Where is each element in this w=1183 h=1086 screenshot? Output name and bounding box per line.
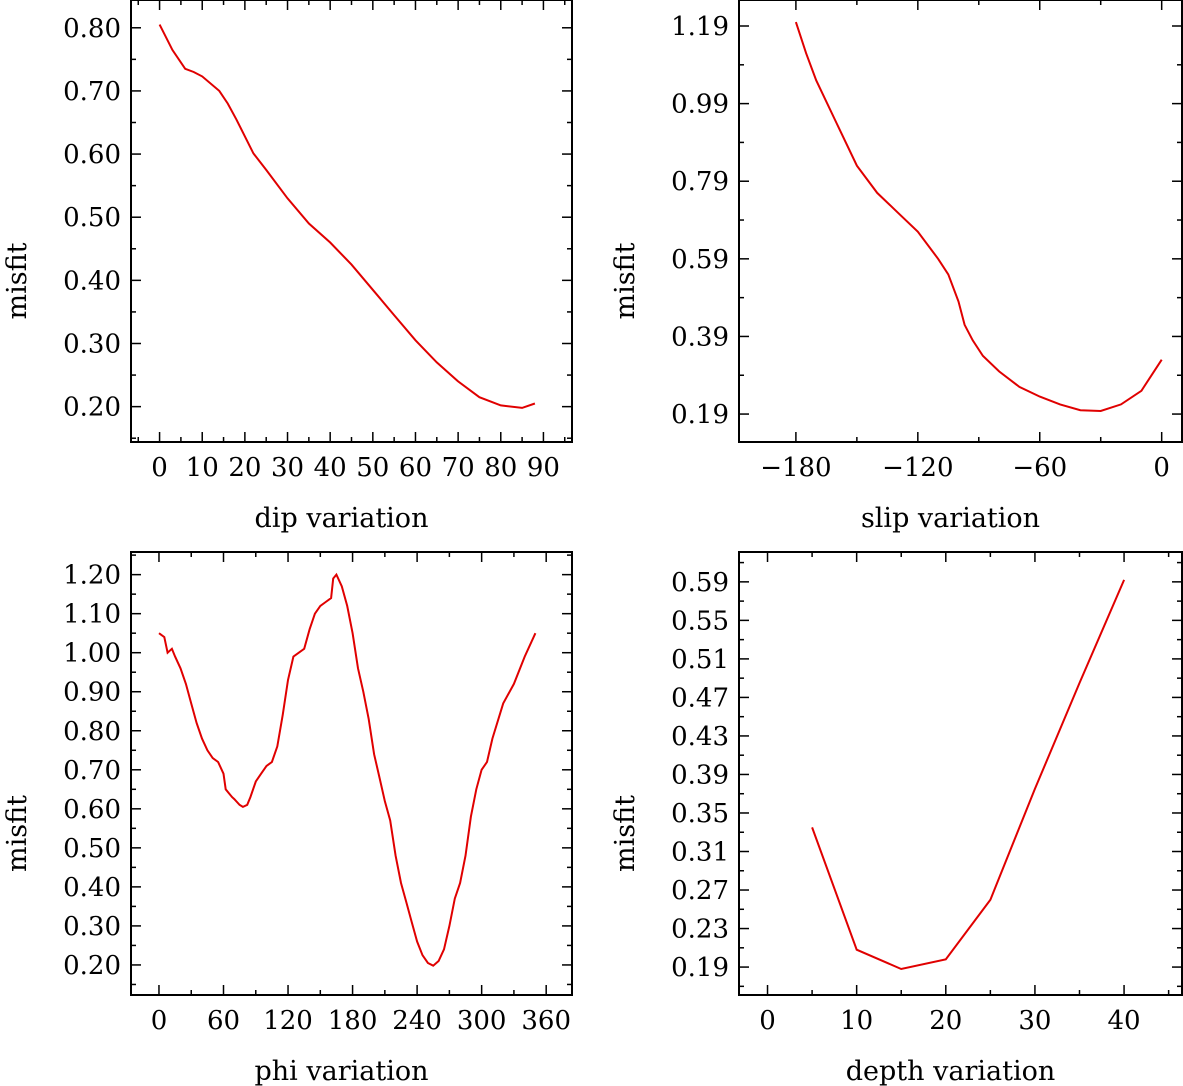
y-tick-label: 0.99 [671,90,729,120]
x-tick-label: 60 [207,1006,240,1036]
x-tick-label: 90 [527,453,560,483]
y-tick-label: 0.47 [671,683,729,713]
y-tick-label: 0.60 [63,795,121,825]
x-tick-label: 0 [1153,453,1170,483]
series-line [794,21,1163,413]
x-tick-label: 240 [392,1006,442,1036]
x-tick-label: 20 [228,453,261,483]
y-tick-label: 0.27 [671,876,729,906]
x-tick-label: 30 [1018,1006,1051,1036]
y-tick-label: 0.35 [671,799,729,829]
plot-frame [738,551,1183,996]
x-tick-label: 20 [929,1006,962,1036]
y-tick-label: 0.39 [671,322,729,352]
y-tick-label: 0.30 [63,329,121,359]
x-tick-label: 60 [399,453,432,483]
y-tick-label: 0.19 [671,400,729,430]
chart-panel-phi: 0 60 120 180 240 300 360 0.20 0.30 0.40 0.50 0.60 0.… [2,551,573,1086]
y-tick-label: 0.50 [63,203,121,233]
y-tick-label: 1.10 [63,600,121,630]
x-tick-label: −60 [1012,453,1067,483]
x-tick-label: 0 [151,1006,168,1036]
y-axis-label: misfit [2,242,33,319]
x-tick-label: −180 [760,453,831,483]
x-tick-label: −120 [882,453,953,483]
y-tick-label: 0.60 [63,140,121,170]
y-tick-label: 0.19 [671,953,729,983]
x-axis-label: slip variation [861,503,1040,534]
x-tick-label: 80 [484,453,517,483]
y-tick-label: 0.30 [63,912,121,942]
chart-panel-depth: 0 10 20 30 40 0.19 0.23 0.27 0.31 0.35 0.39 0.43 0.4… [610,551,1183,1086]
y-tick-label: 0.80 [63,14,121,44]
x-axis-label: phi variation [254,1056,428,1086]
y-tick-label: 0.43 [671,722,729,752]
y-tick-label: 0.20 [63,951,121,981]
y-tick-label: 0.51 [671,645,729,675]
y-axis-label: misfit [610,242,641,319]
y-tick-label: 1.00 [63,639,121,669]
plot-frame [738,0,1183,443]
x-tick-label: 10 [186,453,219,483]
y-tick-label: 0.55 [671,606,729,636]
y-tick-label: 1.20 [63,561,121,591]
x-tick-label: 0 [151,453,168,483]
y-tick-label: 0.40 [63,873,121,903]
y-tick-label: 0.31 [671,838,729,868]
chart-panel-slip: −180 −120 −60 0 0.19 0.39 0.59 0.79 0.99 1.19 slip… [610,0,1183,534]
y-tick-label: 0.39 [671,760,729,790]
chart-panel-dip: 0 10 20 30 40 50 60 70 80 90 0.20 0.30 0.40 0.50 0.60 0… [2,0,573,534]
y-axis-label: misfit [610,795,641,872]
y-tick-label: 0.23 [671,915,729,945]
y-tick-label: 0.70 [63,756,121,786]
x-tick-label: 10 [840,1006,873,1036]
x-tick-label: 40 [1108,1006,1141,1036]
x-tick-label: 0 [759,1006,776,1036]
y-tick-label: 1.19 [671,12,729,42]
series-line [158,572,537,967]
x-tick-label: 70 [442,453,475,483]
y-tick-label: 0.40 [63,266,121,296]
y-tick-label: 0.70 [63,77,121,107]
y-tick-label: 0.90 [63,678,121,708]
plot-frame [130,551,573,996]
x-tick-label: 360 [521,1006,571,1036]
y-tick-label: 0.80 [63,717,121,747]
x-axis-label: depth variation [846,1056,1056,1086]
y-axis-label: misfit [2,795,33,872]
plot-frame [130,0,573,443]
y-tick-label: 0.50 [63,834,121,864]
x-axis-label: dip variation [255,503,429,534]
series-line [811,579,1126,971]
x-tick-label: 50 [356,453,389,483]
y-tick-label: 0.59 [671,245,729,275]
series-line [158,24,536,409]
x-tick-label: 30 [271,453,304,483]
y-tick-label: 0.79 [671,167,729,197]
x-tick-label: 120 [263,1006,313,1036]
x-tick-label: 40 [314,453,347,483]
x-tick-label: 300 [457,1006,507,1036]
y-tick-label: 0.20 [63,393,121,423]
y-tick-label: 0.59 [671,568,729,598]
x-tick-label: 180 [328,1006,378,1036]
